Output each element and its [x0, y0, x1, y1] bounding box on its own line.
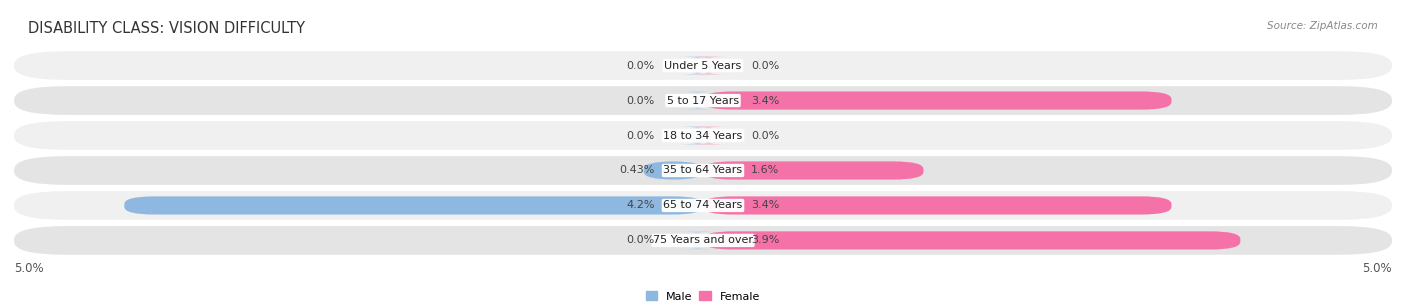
FancyBboxPatch shape	[678, 231, 717, 249]
Text: DISABILITY CLASS: VISION DIFFICULTY: DISABILITY CLASS: VISION DIFFICULTY	[28, 21, 305, 36]
Text: 0.0%: 0.0%	[627, 235, 655, 245]
Text: Source: ZipAtlas.com: Source: ZipAtlas.com	[1267, 21, 1378, 32]
FancyBboxPatch shape	[14, 51, 1392, 80]
Text: 1.6%: 1.6%	[751, 166, 779, 175]
FancyBboxPatch shape	[14, 86, 1392, 115]
Text: Under 5 Years: Under 5 Years	[665, 61, 741, 71]
Text: 75 Years and over: 75 Years and over	[652, 235, 754, 245]
Text: 5.0%: 5.0%	[14, 262, 44, 275]
FancyBboxPatch shape	[124, 196, 703, 215]
Text: 5 to 17 Years: 5 to 17 Years	[666, 95, 740, 106]
FancyBboxPatch shape	[14, 226, 1392, 255]
Text: 0.0%: 0.0%	[751, 61, 779, 71]
FancyBboxPatch shape	[703, 231, 1240, 249]
Text: 0.0%: 0.0%	[751, 131, 779, 140]
Text: 3.4%: 3.4%	[751, 200, 779, 211]
FancyBboxPatch shape	[678, 126, 717, 145]
Text: 3.9%: 3.9%	[751, 235, 779, 245]
Text: 5.0%: 5.0%	[1362, 262, 1392, 275]
FancyBboxPatch shape	[703, 161, 924, 180]
FancyBboxPatch shape	[689, 126, 728, 145]
Text: 18 to 34 Years: 18 to 34 Years	[664, 131, 742, 140]
FancyBboxPatch shape	[689, 57, 728, 75]
Legend: Male, Female: Male, Female	[641, 287, 765, 306]
FancyBboxPatch shape	[678, 57, 717, 75]
Text: 0.0%: 0.0%	[627, 95, 655, 106]
Text: 0.0%: 0.0%	[627, 131, 655, 140]
Text: 0.0%: 0.0%	[627, 61, 655, 71]
FancyBboxPatch shape	[644, 161, 703, 180]
FancyBboxPatch shape	[14, 121, 1392, 150]
FancyBboxPatch shape	[703, 91, 1171, 110]
Text: 65 to 74 Years: 65 to 74 Years	[664, 200, 742, 211]
FancyBboxPatch shape	[703, 196, 1171, 215]
Text: 0.43%: 0.43%	[620, 166, 655, 175]
FancyBboxPatch shape	[678, 91, 717, 110]
FancyBboxPatch shape	[14, 191, 1392, 220]
Text: 4.2%: 4.2%	[626, 200, 655, 211]
Text: 3.4%: 3.4%	[751, 95, 779, 106]
Text: 35 to 64 Years: 35 to 64 Years	[664, 166, 742, 175]
FancyBboxPatch shape	[14, 156, 1392, 185]
